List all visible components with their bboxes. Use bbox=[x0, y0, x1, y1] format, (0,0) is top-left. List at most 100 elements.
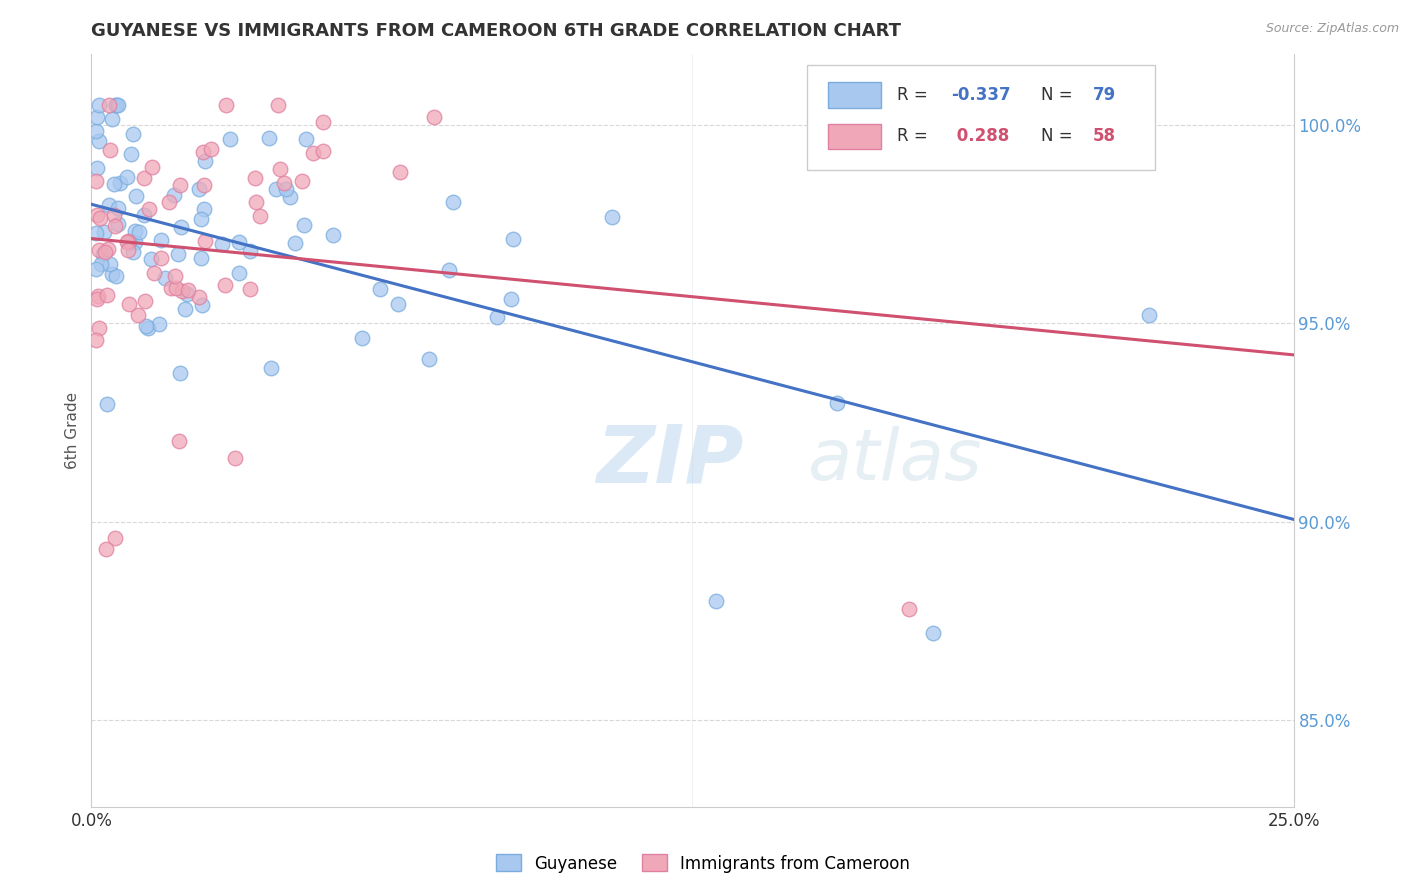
Point bbox=[107, 98, 129, 112]
Point bbox=[104, 98, 127, 112]
Point bbox=[160, 280, 183, 294]
Point bbox=[224, 451, 246, 466]
Point bbox=[142, 266, 165, 280]
Point bbox=[278, 190, 301, 204]
Point bbox=[170, 285, 193, 299]
Point bbox=[90, 257, 112, 271]
Point bbox=[150, 233, 173, 247]
Point bbox=[86, 292, 108, 306]
Text: R =: R = bbox=[897, 86, 932, 104]
Point bbox=[243, 170, 266, 185]
Point bbox=[292, 218, 315, 232]
Point bbox=[89, 98, 111, 112]
Point bbox=[89, 211, 111, 225]
Point bbox=[176, 283, 198, 297]
Point bbox=[167, 434, 190, 448]
Point bbox=[101, 267, 124, 281]
Point bbox=[176, 287, 198, 301]
Point bbox=[193, 178, 215, 192]
Point bbox=[239, 244, 262, 259]
Point bbox=[86, 161, 108, 175]
Point bbox=[257, 130, 280, 145]
Point bbox=[97, 242, 120, 256]
Point bbox=[107, 201, 129, 215]
Point bbox=[138, 202, 160, 217]
Point bbox=[352, 331, 374, 345]
Text: GUYANESE VS IMMIGRANTS FROM CAMEROON 6TH GRADE CORRELATION CHART: GUYANESE VS IMMIGRANTS FROM CAMEROON 6TH… bbox=[91, 22, 901, 40]
Point bbox=[368, 282, 391, 296]
Point bbox=[87, 289, 110, 303]
Point bbox=[98, 257, 121, 271]
Point bbox=[141, 160, 163, 174]
Point bbox=[264, 182, 287, 196]
Point bbox=[437, 263, 460, 277]
Point bbox=[86, 110, 108, 124]
Point bbox=[120, 146, 142, 161]
Point bbox=[84, 226, 107, 240]
Point bbox=[117, 169, 139, 184]
Point bbox=[101, 112, 124, 126]
Point bbox=[157, 195, 180, 210]
Point bbox=[187, 289, 209, 303]
Point bbox=[104, 269, 127, 284]
Point bbox=[86, 208, 108, 222]
Point bbox=[167, 247, 190, 261]
Point bbox=[322, 227, 344, 242]
Point bbox=[200, 142, 222, 156]
Point bbox=[312, 114, 335, 128]
Point bbox=[190, 212, 212, 227]
Point bbox=[276, 182, 298, 196]
Text: -0.337: -0.337 bbox=[950, 86, 1011, 104]
Point bbox=[190, 251, 212, 265]
Text: 58: 58 bbox=[1092, 128, 1116, 145]
Point bbox=[134, 293, 156, 308]
FancyBboxPatch shape bbox=[807, 65, 1156, 170]
Point bbox=[96, 397, 118, 411]
Point bbox=[214, 278, 236, 293]
Point bbox=[211, 237, 233, 252]
Point bbox=[441, 195, 464, 210]
Point bbox=[501, 292, 523, 306]
Point bbox=[104, 98, 127, 112]
Point bbox=[127, 308, 149, 322]
Point bbox=[825, 395, 848, 409]
Text: atlas: atlas bbox=[807, 426, 981, 495]
Point bbox=[228, 266, 250, 280]
Point bbox=[128, 225, 150, 239]
Point bbox=[103, 208, 125, 222]
Point bbox=[249, 209, 271, 223]
Point bbox=[98, 143, 121, 157]
Point bbox=[169, 178, 191, 193]
Point bbox=[91, 247, 114, 261]
Point bbox=[124, 235, 146, 249]
Point bbox=[87, 320, 110, 334]
Point bbox=[148, 317, 170, 331]
Point bbox=[388, 165, 411, 179]
Text: ZIP: ZIP bbox=[596, 422, 744, 500]
Point bbox=[96, 288, 118, 302]
Point bbox=[602, 211, 624, 225]
Point bbox=[103, 177, 125, 191]
Point bbox=[107, 217, 129, 231]
Point bbox=[117, 243, 139, 257]
Point bbox=[135, 319, 157, 334]
Point bbox=[98, 198, 121, 212]
Legend: Guyanese, Immigrants from Cameroon: Guyanese, Immigrants from Cameroon bbox=[489, 847, 917, 880]
Point bbox=[97, 98, 120, 112]
Text: N =: N = bbox=[1040, 86, 1078, 104]
Point bbox=[706, 594, 728, 608]
Text: R =: R = bbox=[897, 128, 932, 145]
Point bbox=[87, 243, 110, 257]
Point bbox=[163, 269, 186, 284]
Point bbox=[387, 297, 409, 311]
Point bbox=[104, 219, 127, 233]
Point bbox=[150, 251, 173, 265]
Point bbox=[283, 235, 305, 250]
Point bbox=[84, 262, 107, 277]
Point bbox=[312, 144, 335, 158]
Point bbox=[193, 145, 215, 159]
Point bbox=[239, 282, 262, 296]
Point bbox=[193, 202, 215, 216]
Text: 0.288: 0.288 bbox=[950, 128, 1010, 145]
Point bbox=[84, 173, 107, 187]
